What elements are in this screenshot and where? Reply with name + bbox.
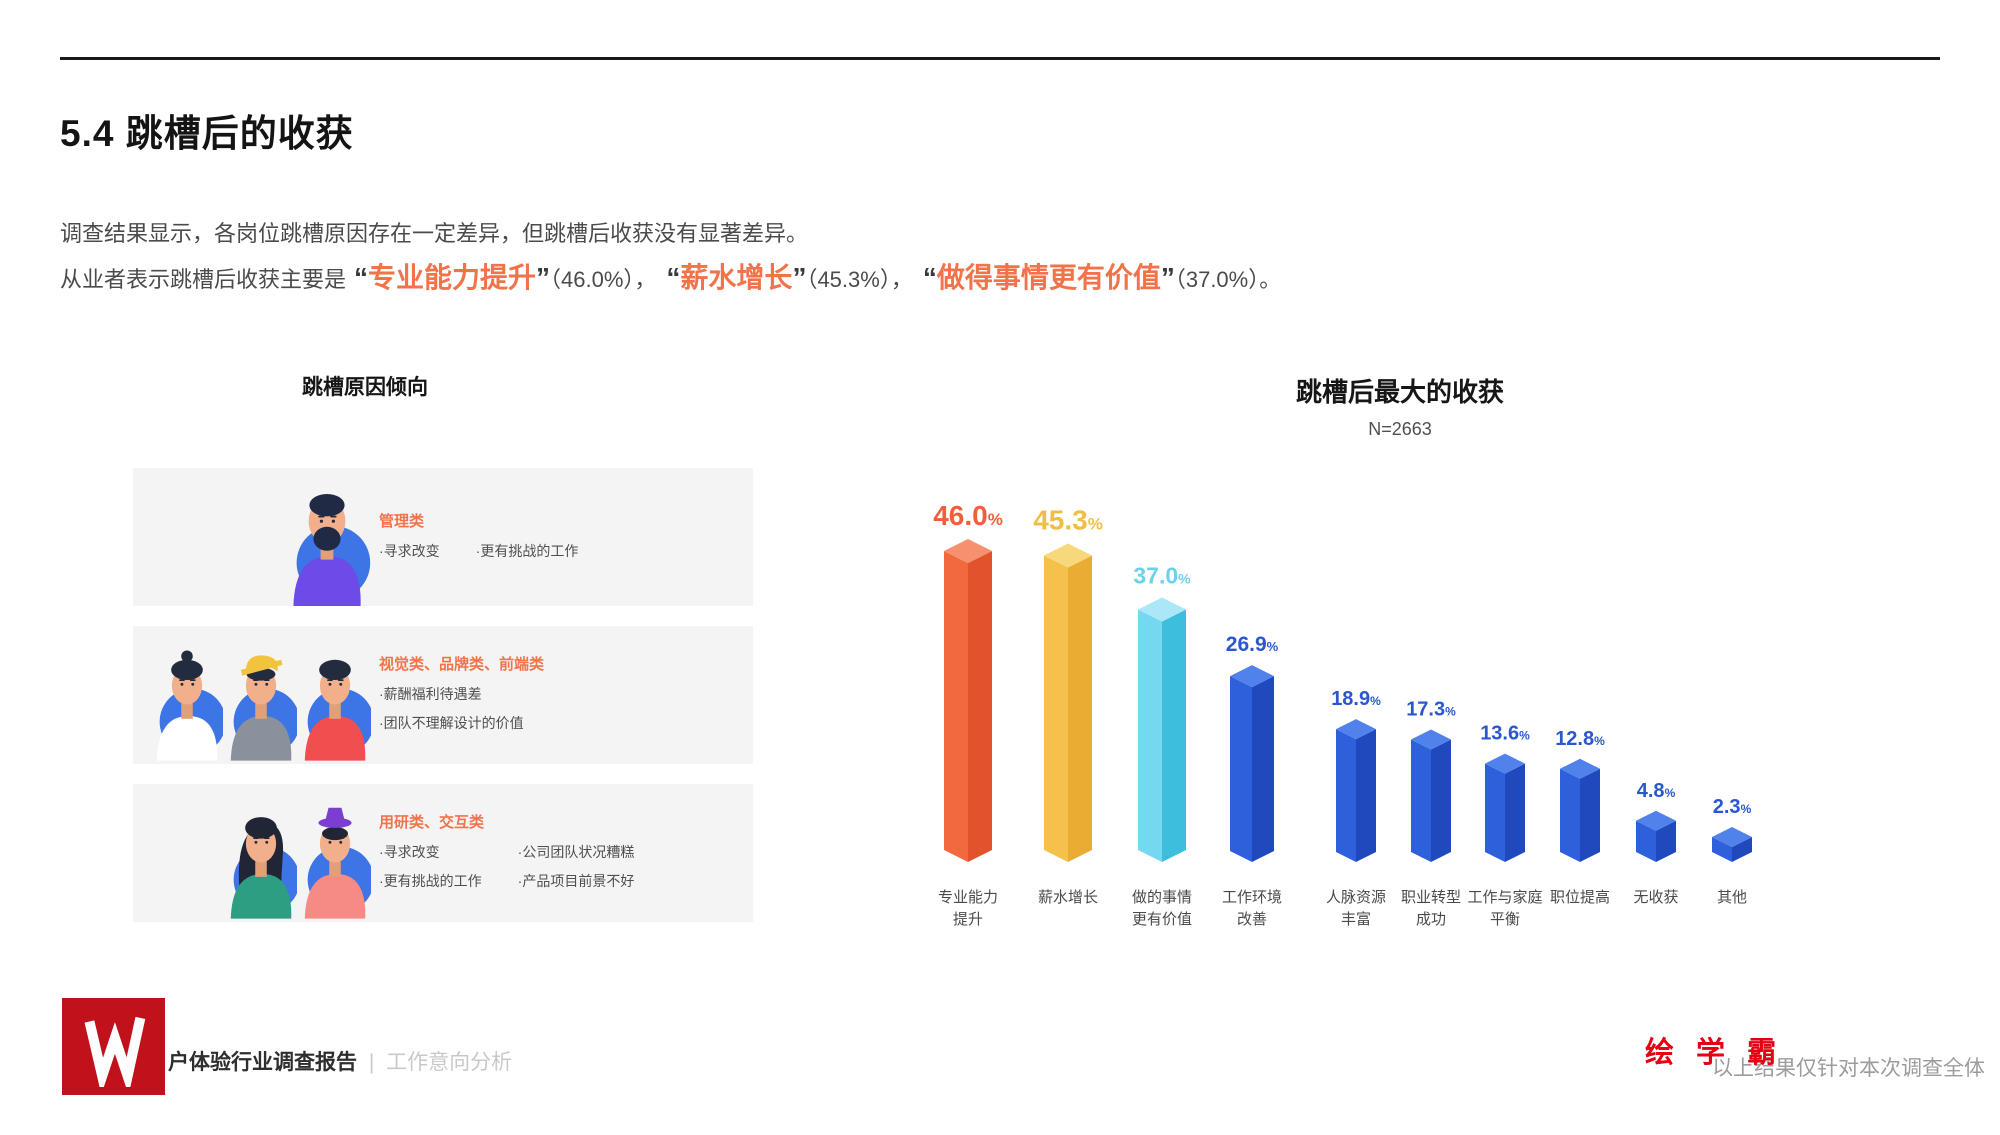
reason-bullet-2-0-0: ·寻求改变 xyxy=(379,844,440,860)
bar-value-label-8: 4.8% xyxy=(1637,780,1676,802)
bar-category-label-1: 薪水增长 xyxy=(1038,889,1098,906)
reason-card-avatars-1 xyxy=(133,626,371,764)
reason-card-0: 管理类 ·寻求改变 ·更有挑战的工作 xyxy=(133,468,753,606)
reason-bullet-2-1-0: ·公司团队状况糟糕 xyxy=(517,844,635,860)
bar-value-label-3: 26.9% xyxy=(1226,633,1279,656)
term-stat-1: （45.3%）， xyxy=(806,267,913,292)
footer-section-label: 工作意向分析 xyxy=(386,1051,513,1074)
reason-card-2: 用研类、交互类 ·寻求改变 ·更有挑战的工作 ·公司团队状况糟糕 ·产品项目前景不好 xyxy=(133,784,753,922)
bar-value-label-0: 46.0% xyxy=(933,500,1003,531)
bar-value-label-5: 17.3% xyxy=(1406,699,1456,721)
company-logo xyxy=(62,998,165,1095)
bar-value-label-2: 37.0% xyxy=(1133,563,1191,589)
reason-group-title-2: 用研类、交互类 xyxy=(379,814,485,831)
intro-line2: 从业者表示跳槽后收获主要是 “专业能力提升”（46.0%）， “薪水增长”（45.3… xyxy=(60,256,1283,296)
term-stat-0: （46.0%）， xyxy=(550,267,657,292)
reason-bullet-0-0-0: ·寻求改变 xyxy=(379,542,440,559)
bar-2: 37.0% 做的事情更有价值 xyxy=(1132,563,1192,929)
bar-category-label-0: 专业能力提升 xyxy=(938,889,998,928)
bucket-hat-woman-avatar xyxy=(304,807,371,919)
reason-group-title-1: 视觉类、品牌类、前端类 xyxy=(379,656,545,673)
quote-open: “ xyxy=(666,262,681,293)
reason-group-title-0: 管理类 xyxy=(379,512,425,530)
reason-bullet-0-1-0: ·更有挑战的工作 xyxy=(475,542,579,559)
reason-card-avatars-0 xyxy=(133,468,371,606)
bar-value-label-1: 45.3% xyxy=(1033,505,1103,536)
brand-watermark: 绘 学 霸 xyxy=(1645,1037,1784,1069)
reason-bullet-2-1-1: ·产品项目前景不好 xyxy=(517,873,635,889)
bar-category-label-8: 无收获 xyxy=(1633,889,1678,906)
footer-report-title: 户体验行业调查报告 xyxy=(168,1051,357,1074)
disclaimer-text: 以上结果仅针对本次调查全体 xyxy=(1712,1057,1985,1080)
bar-5: 17.3% 职业转型成功 xyxy=(1401,699,1461,928)
red-shirt-man-avatar xyxy=(304,659,371,761)
bar-category-label-9: 其他 xyxy=(1717,889,1747,906)
reason-bullet-1-0-1: ·团队不理解设计的价值 xyxy=(379,715,524,731)
bun-woman-avatar xyxy=(156,650,223,761)
bar-value-label-4: 18.9% xyxy=(1331,688,1381,710)
reason-cards: 管理类 ·寻求改变 ·更有挑战的工作 视觉类、品牌类、前端类 ·薪酬福利待遇差 ·团队不理… xyxy=(133,468,753,942)
quote-close: ” xyxy=(1160,262,1175,293)
footer-divider: | xyxy=(368,1051,375,1074)
bar-category-label-2: 做的事情更有价值 xyxy=(1132,889,1192,928)
bar-9: 2.3% 其他 xyxy=(1712,796,1752,906)
footer-report-label: 户体验行业调查报告 | 工作意向分析 xyxy=(168,1046,512,1076)
long-hair-woman-avatar xyxy=(230,817,297,919)
top-rule xyxy=(60,57,1940,60)
chart-sample-size: N=2663 xyxy=(1368,419,1432,439)
bar-8: 4.8% 无收获 xyxy=(1633,780,1678,906)
bar-1: 45.3% 薪水增长 xyxy=(1033,505,1103,906)
bar-category-label-3: 工作环境改善 xyxy=(1222,888,1282,928)
highlight-term-2: 做得事情更有价值 xyxy=(936,262,1161,293)
chart-title: 跳槽后最大的收获 xyxy=(1295,377,1504,407)
bar-chart: 46.0% 专业能力提升 45.3% 薪水增长 37.0% 做的事情更有价值 26.9% 工作… xyxy=(933,500,1752,929)
bar-value-label-6: 13.6% xyxy=(1480,723,1530,745)
intro-line2-lead: 从业者表示跳槽后收获主要是 xyxy=(60,267,347,292)
bar-3: 26.9% 工作环境改善 xyxy=(1222,633,1282,928)
reason-bullet-1-0-0: ·薪酬福利待遇差 xyxy=(379,686,482,702)
bar-category-label-4: 人脉资源丰富 xyxy=(1326,889,1386,928)
bar-6: 13.6% 工作与家庭平衡 xyxy=(1467,723,1542,928)
bar-category-label-5: 职业转型成功 xyxy=(1401,889,1461,928)
page-title: 5.4 跳槽后的收获 xyxy=(60,112,354,154)
quote-close: ” xyxy=(536,262,551,293)
highlight-term-0: 专业能力提升 xyxy=(368,262,537,293)
quote-open: “ xyxy=(922,262,937,293)
bearded-man-avatar xyxy=(293,494,371,606)
left-panel-title: 跳槽原因倾向 xyxy=(302,376,428,399)
reason-card-avatars-2 xyxy=(133,784,371,922)
highlight-term-1: 薪水增长 xyxy=(680,262,793,293)
bar-category-label-6: 工作与家庭平衡 xyxy=(1467,889,1542,928)
bar-4: 18.9% 人脉资源丰富 xyxy=(1326,688,1386,928)
reason-card-1: 视觉类、品牌类、前端类 ·薪酬福利待遇差 ·团队不理解设计的价值 xyxy=(133,626,753,764)
bar-category-label-7: 职位提高 xyxy=(1550,889,1610,906)
term-stat-2: （37.0%）。 xyxy=(1174,267,1282,292)
logo-w-icon xyxy=(84,1016,145,1087)
bar-value-label-9: 2.3% xyxy=(1713,796,1752,818)
bar-7: 12.8% 职位提高 xyxy=(1550,728,1610,906)
cap-man-avatar xyxy=(230,655,297,761)
intro-line1: 调查结果显示，各岗位跳槽原因存在一定差异，但跳槽后收获没有显著差异。 xyxy=(60,221,809,246)
bar-0: 46.0% 专业能力提升 xyxy=(933,500,1003,928)
reason-bullet-2-0-1: ·更有挑战的工作 xyxy=(379,873,482,889)
bar-value-label-7: 12.8% xyxy=(1555,728,1605,750)
quote-close: ” xyxy=(792,262,807,293)
quote-open: “ xyxy=(354,262,369,293)
